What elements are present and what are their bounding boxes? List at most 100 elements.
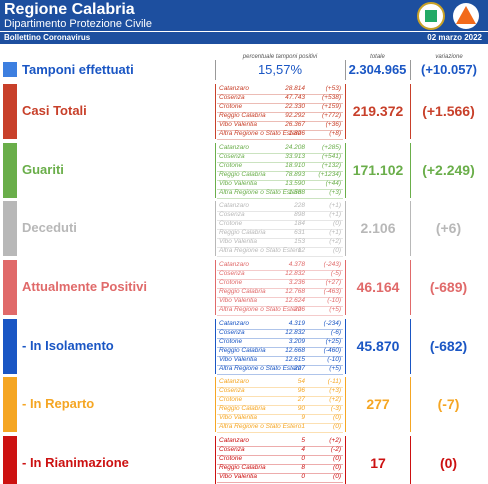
province: Cosenza	[219, 329, 245, 336]
province-value: 12.768	[285, 288, 305, 295]
province-change: (+5)	[329, 306, 341, 313]
province: Crotone	[219, 338, 243, 345]
row-rule	[217, 314, 343, 316]
section-marker	[3, 84, 17, 139]
province-value: 12.624	[285, 297, 305, 304]
province-change: (0)	[333, 423, 341, 430]
province: Crotone	[219, 279, 243, 286]
province-value: 4	[301, 446, 305, 453]
logos	[417, 2, 479, 30]
row-rule	[217, 305, 343, 307]
province: Catanzaro	[219, 378, 249, 385]
row-rule	[217, 346, 343, 348]
bulletin: Bollettino Coronavirus	[4, 33, 91, 42]
province-value: 3.236	[288, 279, 305, 286]
section-label: Deceduti	[22, 219, 77, 235]
province-change: (+2)	[329, 437, 341, 444]
date: 02 marzo 2022	[427, 33, 482, 42]
province-change: (+44)	[325, 180, 341, 187]
province: Catanzaro	[219, 437, 249, 444]
province-change: (+5)	[329, 365, 341, 372]
province: Catanzaro	[219, 261, 249, 268]
province-change: (+8)	[329, 130, 341, 137]
header-rule	[0, 31, 488, 32]
province-change: (-2)	[330, 446, 341, 453]
province: Reggio Calabria	[219, 405, 266, 412]
province: Altra Regione o Stato Estero	[219, 423, 302, 430]
province-change: (-234)	[323, 320, 341, 327]
row-rule	[217, 287, 343, 289]
section-marker	[3, 319, 17, 374]
province-value: 28.814	[285, 85, 305, 92]
section-marker	[3, 201, 17, 256]
row-rule	[217, 161, 343, 163]
province: Altra Regione o Stato Estero	[219, 189, 302, 196]
province-change: (+1)	[329, 211, 341, 218]
section-marker	[3, 260, 17, 315]
province-value: 27	[297, 396, 305, 403]
tamponi-percent: 15,57%	[257, 62, 303, 77]
tamponi-marker	[3, 62, 17, 77]
section-change: (-7)	[437, 395, 460, 412]
province: Vibo Valentia	[219, 238, 257, 245]
divider	[215, 319, 216, 374]
province-value: 78.893	[285, 171, 305, 178]
province: Altra Regione o Stato Estero	[219, 365, 302, 372]
province-change: (+538)	[322, 94, 341, 101]
divider	[215, 201, 216, 256]
divider	[410, 377, 411, 432]
province-change: (+36)	[325, 121, 341, 128]
row-rule	[217, 445, 343, 447]
divider	[345, 436, 346, 484]
section-label: - In Rianimazione	[22, 454, 129, 470]
subtitle: Dipartimento Protezione Civile	[4, 18, 152, 30]
province: Reggio Calabria	[219, 171, 266, 178]
row-rule	[217, 179, 343, 181]
row-rule	[217, 246, 343, 248]
row-rule	[217, 93, 343, 95]
row-rule	[217, 472, 343, 474]
section-change: (+6)	[435, 219, 462, 236]
divider	[345, 143, 346, 198]
province-value: 22.330	[285, 103, 305, 110]
column-caption: variazione	[435, 54, 463, 60]
province-value: 8	[301, 464, 305, 471]
province: Reggio Calabria	[219, 288, 266, 295]
row-rule	[217, 120, 343, 122]
province: Vibo Valentia	[219, 356, 257, 363]
province-change: (+3)	[329, 387, 341, 394]
province-change: (-3)	[330, 405, 341, 412]
province-value: 12.832	[285, 329, 305, 336]
row-rule	[217, 138, 343, 140]
divider	[215, 260, 216, 315]
header	[0, 0, 488, 44]
divider	[215, 84, 216, 139]
province-change: (-5)	[330, 270, 341, 277]
province-value: 12.832	[285, 270, 305, 277]
province: Cosenza	[219, 153, 245, 160]
section-change: (+2.249)	[422, 161, 475, 178]
row-rule	[217, 431, 343, 433]
row-rule	[217, 219, 343, 221]
province-value: 228	[294, 202, 305, 209]
province-value: 4.378	[288, 261, 305, 268]
column-caption: totale	[370, 54, 385, 60]
row-rule	[217, 328, 343, 330]
province: Catanzaro	[219, 144, 249, 151]
title: Regione Calabria	[4, 1, 135, 18]
row-rule	[217, 197, 343, 199]
province-value: 12.615	[285, 356, 305, 363]
province-value: 12	[297, 247, 305, 254]
divider	[345, 84, 346, 139]
province: Cosenza	[219, 211, 245, 218]
section-label: Guariti	[22, 161, 64, 177]
row-rule	[217, 188, 343, 190]
province-value: 1	[301, 423, 305, 430]
row-rule	[217, 278, 343, 280]
province-change: (+159)	[322, 103, 341, 110]
divider	[215, 377, 216, 432]
section-label: Attualmente Positivi	[22, 278, 147, 294]
section-total: 277	[366, 395, 390, 412]
row-rule	[217, 463, 343, 465]
